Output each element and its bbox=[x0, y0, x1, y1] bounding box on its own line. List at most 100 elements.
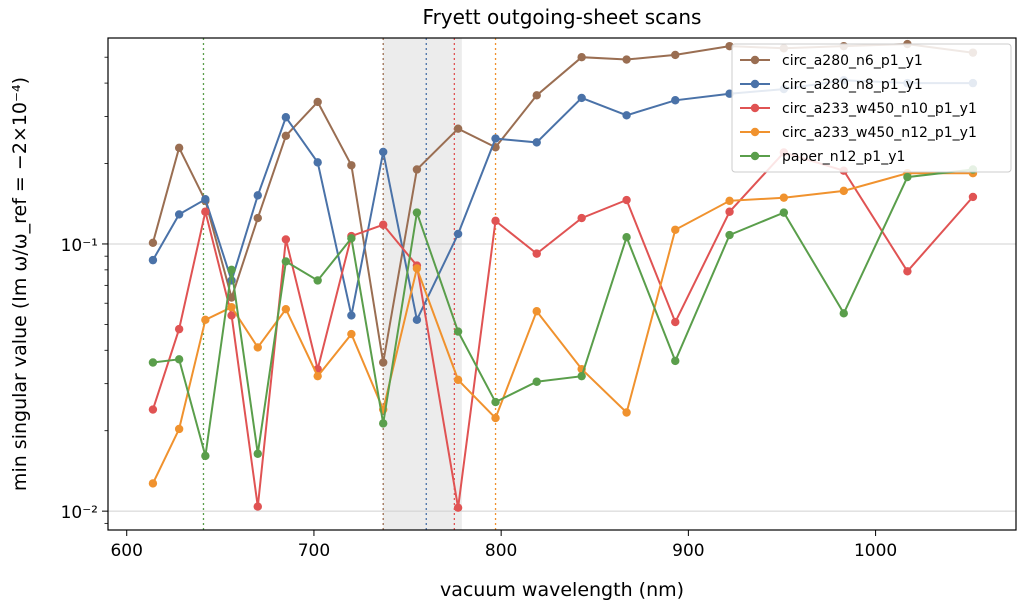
legend-label: circ_a280_n6_p1_y1 bbox=[782, 53, 923, 69]
y-tick-label: 10⁻¹ bbox=[61, 236, 98, 256]
data-point bbox=[622, 195, 631, 205]
legend-swatch-marker bbox=[750, 103, 760, 113]
data-point bbox=[453, 229, 463, 239]
data-point bbox=[532, 249, 541, 258]
y-axis-label: min singular value (Im ω/ω_ref = −2×10⁻⁴… bbox=[9, 77, 31, 491]
data-point bbox=[779, 208, 789, 217]
data-point bbox=[347, 311, 356, 320]
data-point bbox=[622, 408, 631, 417]
data-point bbox=[227, 302, 236, 312]
data-point bbox=[379, 220, 388, 229]
legend-swatch-marker bbox=[750, 151, 760, 161]
data-point bbox=[577, 53, 586, 62]
data-point bbox=[313, 158, 322, 167]
data-point bbox=[491, 216, 500, 226]
data-point bbox=[174, 210, 184, 219]
data-point bbox=[148, 358, 158, 367]
data-point bbox=[532, 377, 541, 386]
data-point bbox=[839, 309, 848, 318]
data-point bbox=[227, 265, 236, 275]
data-point bbox=[253, 191, 262, 200]
data-point bbox=[201, 207, 210, 216]
data-point bbox=[148, 238, 158, 248]
data-point bbox=[671, 356, 680, 366]
data-point bbox=[412, 208, 422, 217]
data-point bbox=[412, 264, 422, 273]
data-point bbox=[313, 371, 322, 381]
legend-label: circ_a233_w450_n10_p1_y1 bbox=[782, 101, 977, 117]
x-tick-label: 700 bbox=[298, 541, 330, 561]
data-point bbox=[227, 311, 236, 320]
data-point bbox=[622, 55, 631, 64]
plot-frame bbox=[107, 37, 1017, 531]
data-point bbox=[903, 172, 912, 182]
legend-item: circ_a233_w450_n12_p1_y1 bbox=[740, 125, 977, 141]
legend-item: circ_a280_n8_p1_y1 bbox=[740, 77, 923, 93]
data-point bbox=[201, 451, 210, 461]
data-point bbox=[671, 96, 680, 105]
legend-swatch-marker bbox=[750, 55, 760, 65]
data-point bbox=[412, 165, 422, 174]
legend-swatch-marker bbox=[750, 79, 760, 89]
y-tick-label: 10⁻² bbox=[61, 503, 98, 523]
data-point bbox=[379, 147, 388, 157]
legend-item: circ_a280_n6_p1_y1 bbox=[740, 53, 923, 69]
data-point bbox=[453, 503, 463, 512]
data-point bbox=[313, 276, 322, 285]
data-point bbox=[532, 307, 541, 316]
data-point bbox=[379, 358, 388, 367]
data-point bbox=[839, 186, 848, 196]
data-point bbox=[347, 234, 356, 243]
data-point bbox=[281, 304, 291, 314]
data-point bbox=[412, 315, 422, 325]
data-point bbox=[725, 196, 734, 206]
x-tick-label: 1000 bbox=[854, 541, 897, 561]
data-point bbox=[622, 111, 631, 120]
data-point bbox=[671, 225, 680, 234]
data-point bbox=[725, 207, 734, 216]
data-point bbox=[725, 230, 734, 240]
data-point bbox=[491, 397, 500, 407]
data-point bbox=[174, 424, 184, 434]
legend-item: circ_a233_w450_n10_p1_y1 bbox=[740, 101, 977, 117]
data-point bbox=[577, 93, 586, 103]
data-point bbox=[491, 134, 500, 143]
data-point bbox=[347, 161, 356, 170]
axis-layer: 600 700 800 900 1000 10⁻² 10⁻¹ bbox=[61, 37, 1017, 561]
data-point bbox=[671, 317, 680, 327]
legend-label: paper_n12_p1_y1 bbox=[782, 149, 905, 165]
data-point bbox=[968, 192, 978, 202]
data-point bbox=[281, 235, 291, 244]
data-point bbox=[577, 213, 586, 223]
legend-swatch-marker bbox=[750, 127, 760, 137]
data-point bbox=[227, 293, 236, 302]
data-point bbox=[453, 327, 463, 336]
data-point bbox=[174, 355, 184, 364]
data-point bbox=[281, 131, 291, 140]
data-point bbox=[622, 232, 631, 242]
data-point bbox=[281, 257, 291, 266]
data-point bbox=[453, 124, 463, 133]
data-point bbox=[281, 113, 291, 122]
data-point bbox=[779, 193, 789, 202]
data-point bbox=[201, 315, 210, 325]
data-point bbox=[453, 375, 463, 385]
legend: circ_a280_n6_p1_y1 circ_a280_n8_p1_y1circ… bbox=[731, 43, 1012, 173]
data-point bbox=[532, 91, 541, 100]
grid-layer bbox=[108, 243, 1016, 512]
data-point bbox=[148, 479, 158, 488]
data-point bbox=[253, 449, 262, 458]
data-point bbox=[253, 213, 262, 223]
data-point bbox=[201, 195, 210, 204]
legend-label: circ_a233_w450_n12_p1_y1 bbox=[782, 125, 977, 141]
legend-item: paper_n12_p1_y1 bbox=[740, 149, 905, 165]
data-point bbox=[532, 138, 541, 147]
data-point bbox=[253, 343, 262, 352]
data-point bbox=[903, 267, 912, 276]
legend-box bbox=[731, 43, 1012, 173]
data-point bbox=[253, 502, 262, 511]
data-point bbox=[313, 97, 322, 107]
x-tick-label: 900 bbox=[672, 541, 704, 561]
series-paper_n12_p1_y1 bbox=[148, 165, 978, 461]
